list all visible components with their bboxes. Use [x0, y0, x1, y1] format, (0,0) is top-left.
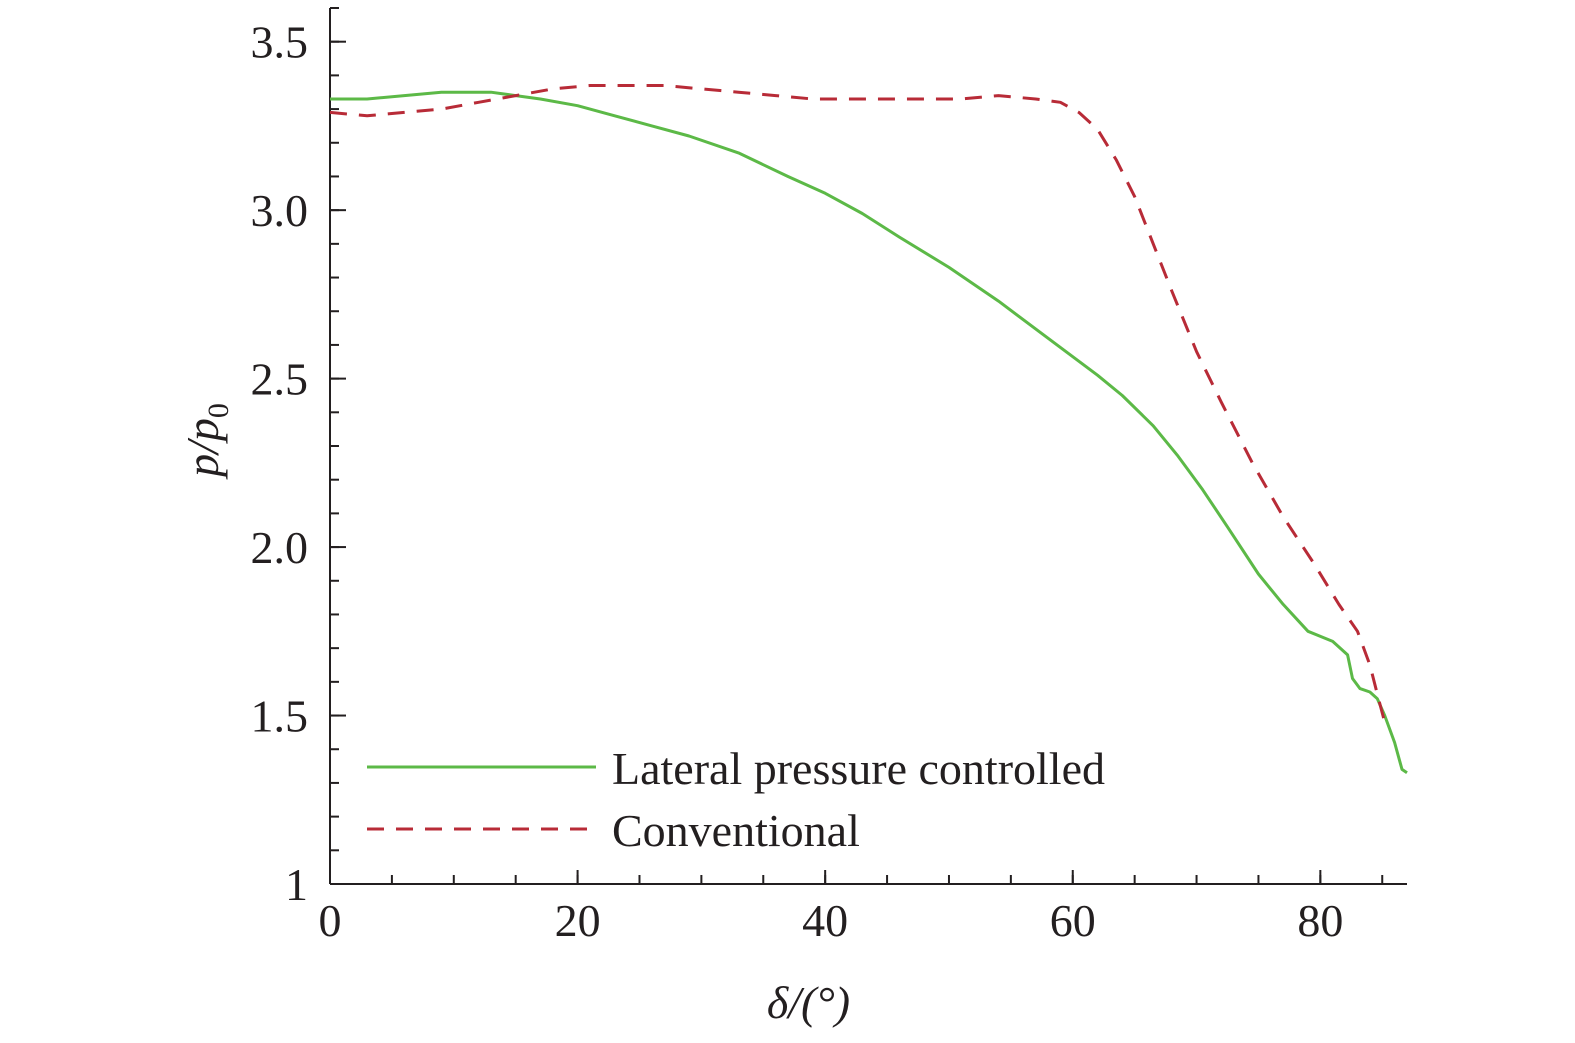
x-tick-label: 60 [1050, 895, 1096, 946]
x-axis-label: δ/(°) [767, 977, 850, 1028]
y-axis-label-subscript: 0 [202, 403, 235, 418]
y-tick-label: 3.5 [251, 17, 309, 68]
series-lines [329, 84, 1408, 775]
y-tick-label: 1 [285, 859, 308, 910]
x-tick-label: 0 [319, 895, 342, 946]
y-tick-label: 3.0 [251, 185, 309, 236]
series-line-conventional [329, 84, 1387, 723]
y-tick-label: 2.0 [251, 522, 309, 573]
legend-label-conventional: Conventional [612, 805, 860, 856]
legend: Lateral pressure controlled Conventional [367, 743, 1105, 856]
series-line-lateral-pressure-controlled [330, 90, 1408, 775]
y-axis-label: p/p0 [177, 403, 235, 480]
tick-marks [330, 7, 1384, 884]
x-tick-label: 80 [1297, 895, 1343, 946]
tick-labels: 0 20 40 60 80 1 1.5 2.0 2.5 3.0 3.5 [251, 17, 1344, 946]
y-axis-label-main: p/p [177, 418, 228, 480]
y-tick-label: 1.5 [251, 691, 309, 742]
x-tick-label: 40 [802, 895, 848, 946]
y-tick-label: 2.5 [251, 354, 309, 405]
legend-label-lateral-pressure-controlled: Lateral pressure controlled [612, 743, 1105, 794]
x-tick-label: 20 [555, 895, 601, 946]
